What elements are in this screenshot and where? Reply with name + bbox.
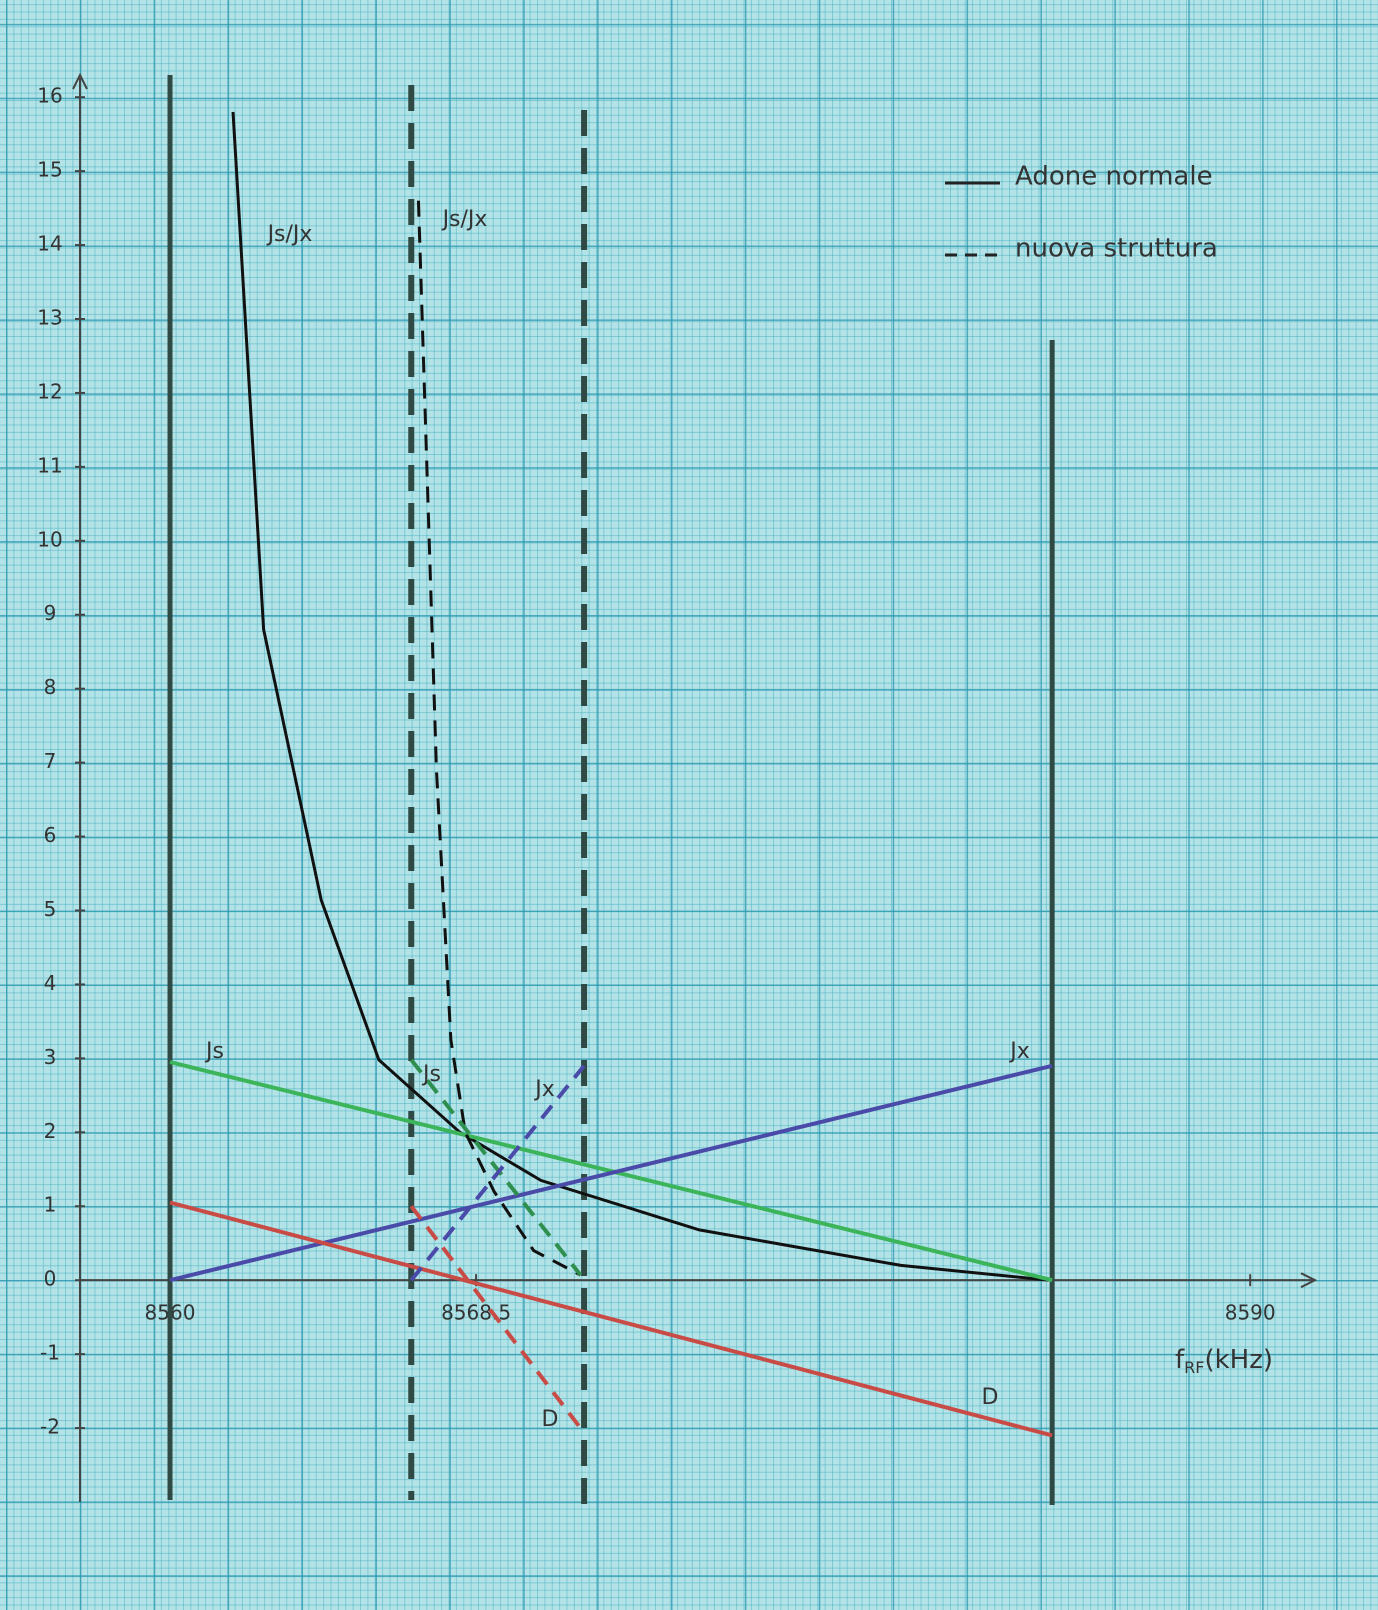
y-tick-label: -2 [40, 1415, 60, 1439]
series-line [418, 201, 580, 1275]
chart: fRF(kHz) -2-1012345678910111213141516856… [0, 0, 1378, 1610]
y-tick-label: 4 [44, 971, 57, 995]
series-label: D [542, 1407, 559, 1432]
y-tick-label: 7 [44, 749, 57, 773]
y-tick-label: 9 [44, 601, 57, 625]
x-tick-label: 8590 [1225, 1301, 1276, 1325]
y-tick-label: 8 [44, 675, 57, 699]
y-tick-label: 16 [37, 84, 62, 108]
series-label: Js/Jx [441, 207, 488, 232]
y-tick-label: 13 [37, 305, 62, 329]
y-tick-label: 14 [37, 232, 62, 256]
series-line [233, 112, 1049, 1280]
series-label: Jx [533, 1077, 555, 1102]
series-label: Jx [1008, 1039, 1030, 1064]
y-tick-label: 11 [37, 453, 62, 477]
series-label: Js/Jx [266, 222, 313, 247]
y-tick-label: 0 [44, 1267, 57, 1291]
graph-paper: fRF(kHz) -2-1012345678910111213141516856… [0, 0, 1378, 1610]
series-line [170, 1203, 1052, 1436]
series-line [411, 1206, 580, 1428]
x-label-subscript: RF [1184, 1358, 1204, 1377]
y-tick-label: 12 [37, 379, 62, 403]
y-tick-label: 5 [44, 897, 57, 921]
series-label: Js [204, 1039, 224, 1064]
x-axis-label: fRF(kHz) [1175, 1345, 1273, 1377]
legend-label: Adone normale [1015, 162, 1213, 192]
y-tick-label: 1 [44, 1193, 57, 1217]
legend-label: nuova struttura [1015, 234, 1218, 264]
y-tick-label: 15 [37, 158, 62, 182]
series-label: D [982, 1385, 999, 1410]
x-label-unit: (kHz) [1204, 1345, 1273, 1375]
y-tick-label: -1 [40, 1341, 60, 1365]
y-tick-label: 2 [44, 1119, 57, 1143]
y-tick-label: 6 [44, 823, 57, 847]
y-tick-label: 3 [44, 1045, 57, 1069]
series-label: Js [421, 1062, 441, 1087]
series-line [411, 1060, 580, 1275]
y-tick-label: 10 [37, 527, 62, 551]
